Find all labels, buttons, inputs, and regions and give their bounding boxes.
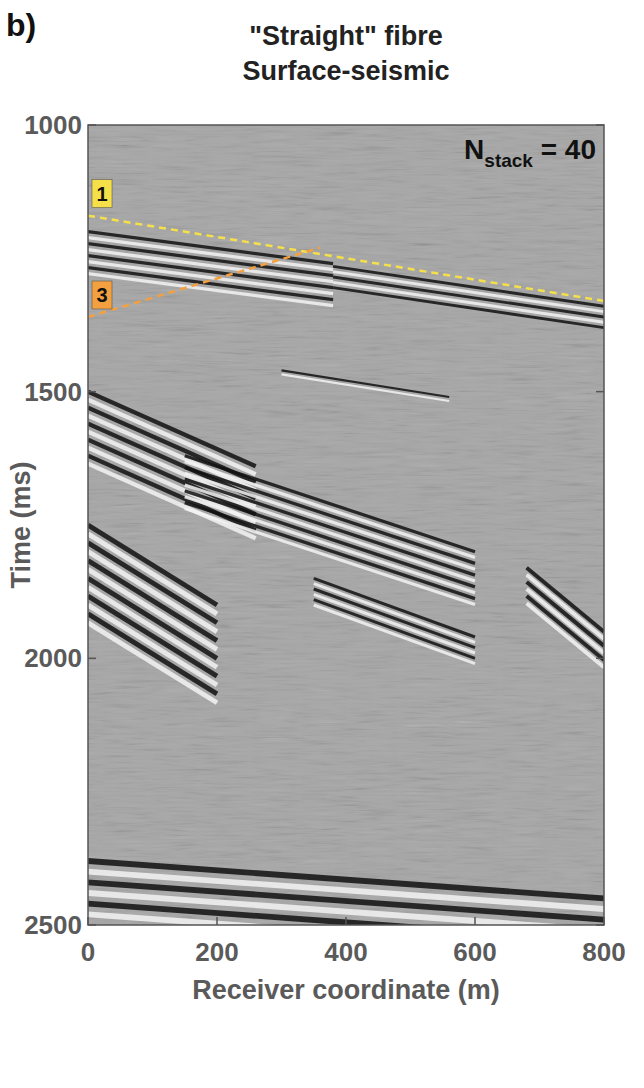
x-tick <box>87 917 89 925</box>
y-tick <box>596 391 604 393</box>
y-tick <box>88 924 96 926</box>
figure: 1 3 Nstack = 40 1000 1500 2000 25000 200 400 600 8… <box>0 0 644 1088</box>
y-tick-label: 2000 <box>24 643 82 673</box>
x-axis-title: Receiver coordinate (m) <box>192 975 500 1005</box>
svg-text:3: 3 <box>96 284 107 306</box>
reflection-event <box>88 525 217 703</box>
y-axis-title: Time (ms) <box>6 461 36 588</box>
y-tick <box>88 124 96 126</box>
subtitle: Surface-seismic <box>242 56 449 86</box>
pick-label: 3 <box>92 281 112 309</box>
stack-label: Nstack = 40 <box>464 134 596 171</box>
pick-label: 1 <box>92 180 112 208</box>
y-tick <box>596 124 604 126</box>
x-tick-label: 600 <box>453 937 496 967</box>
x-tick <box>345 917 347 925</box>
x-tick-label: 0 <box>81 937 95 967</box>
svg-text:1: 1 <box>96 183 107 205</box>
panel-letter: b) <box>6 7 36 43</box>
frame <box>88 125 604 925</box>
x-tick-label: 400 <box>324 937 367 967</box>
reflection-event <box>185 456 475 605</box>
plot-area <box>88 125 604 925</box>
reflection-event <box>314 578 475 663</box>
reflection-event <box>282 370 450 401</box>
reflection-event <box>88 232 333 306</box>
background <box>88 125 604 925</box>
x-tick-label: 800 <box>582 937 625 967</box>
y-tick-label: 1000 <box>24 110 82 140</box>
reflection-event <box>333 266 604 327</box>
y-tick-label: 1500 <box>24 377 82 407</box>
y-tick-label: 2500 <box>24 910 82 940</box>
y-tick <box>88 658 96 660</box>
x-tick-label: 200 <box>195 937 238 967</box>
reflection-event <box>88 861 604 925</box>
reflection-event <box>527 568 604 668</box>
pick-line <box>88 216 604 301</box>
x-tick <box>474 917 476 925</box>
y-tick <box>596 658 604 660</box>
noise <box>88 125 604 925</box>
title: "Straight" fibre <box>249 21 443 51</box>
y-tick <box>596 924 604 926</box>
pick-line <box>88 248 320 317</box>
x-tick <box>603 917 605 925</box>
x-tick <box>216 917 218 925</box>
y-tick <box>88 391 96 393</box>
